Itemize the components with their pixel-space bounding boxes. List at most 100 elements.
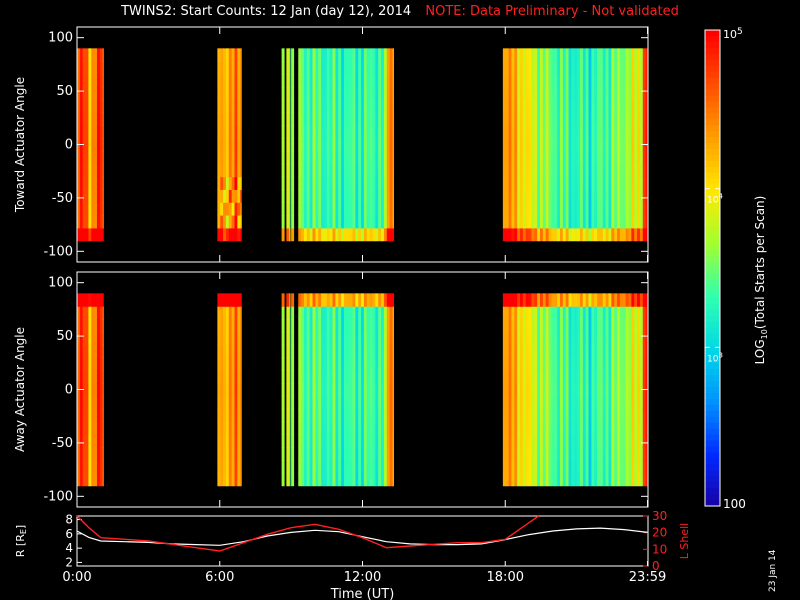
spectrogram-cell (341, 408, 345, 423)
spectrogram-cell (608, 472, 612, 487)
spectrogram-cell (306, 202, 311, 216)
spectrogram-cell (545, 344, 550, 359)
spectrogram-cell (514, 74, 518, 88)
spectrogram-cell (240, 74, 242, 88)
spectrogram-cell (361, 215, 365, 229)
spectrogram-cell (312, 447, 316, 461)
spectrogram-cell (355, 138, 359, 152)
spectrogram-cell (551, 215, 555, 229)
spectrogram-cell (511, 227, 515, 242)
toward-ytick-label: 100 (48, 31, 73, 46)
spectrogram-cell (234, 421, 238, 435)
spectrogram-cell (309, 86, 314, 101)
spectrogram-cell (88, 370, 92, 384)
spectrogram-cell (355, 176, 359, 190)
spectrogram-cell (341, 434, 345, 448)
spectrogram-cell (369, 86, 374, 101)
spectrogram-cell (597, 48, 601, 62)
spectrogram-cell (220, 357, 224, 371)
spectrogram-cell (315, 86, 319, 101)
spectrogram-cell (366, 357, 371, 371)
spectrogram-cell (309, 215, 314, 229)
spectrogram-cell (298, 112, 302, 126)
spectrogram-cell (531, 331, 535, 346)
spectrogram-cell (369, 447, 374, 461)
spectrogram-cell (286, 61, 290, 75)
spectrogram-cell (231, 125, 236, 139)
spectrogram-cell (378, 383, 382, 397)
spectrogram-cell (531, 125, 535, 139)
spectrogram-cell (281, 357, 285, 371)
spectrogram-cell (291, 383, 295, 397)
spectrogram-cell (634, 408, 638, 423)
spectrogram-cell (559, 138, 564, 152)
spectrogram-cell (622, 383, 627, 397)
spectrogram-cell (82, 434, 87, 448)
spectrogram-cell (559, 293, 564, 307)
spectrogram-cell (634, 344, 638, 359)
spectrogram-cell (574, 125, 578, 139)
spectrogram-cell (94, 202, 98, 216)
spectrogram-cell (234, 357, 238, 371)
spectrogram-cell (240, 202, 242, 216)
spectrogram-cell (301, 48, 305, 62)
spectrogram-cell (579, 99, 584, 114)
spectrogram-cell (329, 189, 334, 203)
spectrogram-cell (599, 344, 604, 359)
spectrogram-cell (225, 48, 230, 62)
spectrogram-cell (628, 125, 632, 139)
spectrogram-cell (217, 150, 221, 165)
spectrogram-cell (548, 395, 553, 410)
spectrogram-cell (565, 306, 570, 320)
spectrogram-cell (585, 99, 590, 114)
spectrogram-cell (82, 472, 87, 487)
spectrogram-cell (559, 176, 564, 190)
spectrogram-cell (392, 150, 395, 165)
spectrogram-cell (309, 74, 314, 88)
spectrogram-cell (361, 383, 365, 397)
spectrogram-cell (628, 293, 632, 307)
spectrogram-cell (585, 408, 590, 423)
spectrogram-cell (375, 331, 379, 346)
spectrogram-cell (358, 215, 362, 229)
spectrogram-cell (539, 447, 544, 461)
spectrogram-cell (591, 150, 595, 165)
spectrogram-cell (545, 215, 550, 229)
spectrogram-cell (315, 112, 319, 126)
spectrogram-cell (301, 189, 305, 203)
spectrogram-cell (517, 99, 521, 114)
spectrogram-cell (94, 434, 98, 448)
spectrogram-cell (343, 138, 348, 152)
spectrogram-cell (220, 61, 224, 75)
spectrogram-cell (96, 293, 101, 307)
spectrogram-cell (645, 460, 649, 474)
spectrogram-cell (602, 176, 607, 190)
spectrogram-cell (591, 370, 595, 384)
colorbar-segment (705, 410, 720, 418)
spectrogram-cell (99, 48, 104, 62)
spectrogram-cell (594, 370, 598, 384)
spectrogram-cell (571, 215, 575, 229)
spectrogram-cell (608, 176, 612, 190)
spectrogram-cell (286, 370, 290, 384)
spectrogram-cell (594, 99, 598, 114)
spectrogram-cell (622, 421, 627, 435)
time-tick-label: 18:00 (487, 570, 524, 585)
spectrogram-cell (634, 163, 638, 178)
spectrogram-cell (548, 319, 553, 333)
spectrogram-cell (88, 189, 92, 203)
spectrogram-cell (323, 472, 328, 487)
spectrogram-cell (614, 460, 618, 474)
spectrogram-cell (565, 99, 570, 114)
toward-data-interval (291, 48, 295, 242)
spectrogram-cell (335, 370, 339, 384)
spectrogram-cell (588, 421, 592, 435)
spectrogram-cell (534, 460, 538, 474)
spectrogram-cell (634, 357, 638, 371)
spectrogram-cell (502, 215, 507, 229)
spectrogram-cell (502, 395, 507, 410)
spectrogram-cell (585, 357, 590, 371)
spectrogram-cell (537, 344, 541, 359)
colorbar-segment (705, 226, 720, 233)
spectrogram-cell (551, 202, 555, 216)
